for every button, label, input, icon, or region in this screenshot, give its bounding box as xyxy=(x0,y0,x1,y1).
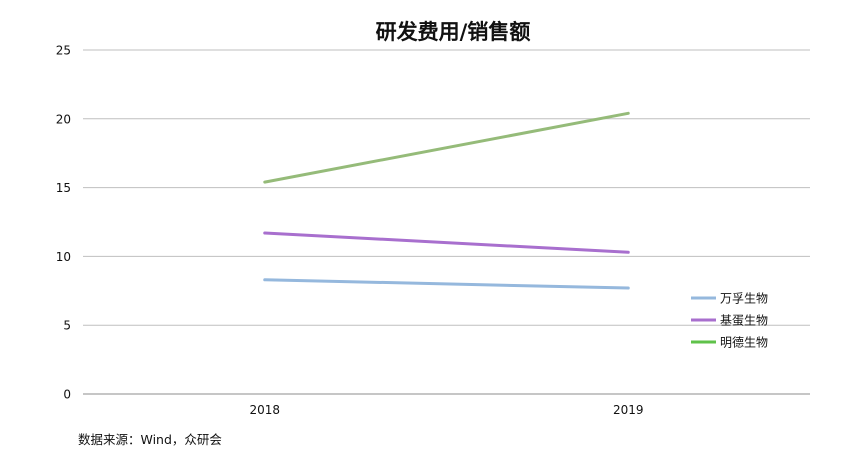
y-tick-label: 5 xyxy=(63,319,71,333)
x-tick-label: 2019 xyxy=(613,403,644,417)
x-tick-label: 2018 xyxy=(249,403,280,417)
legend-label: 基蛋生物 xyxy=(720,314,768,328)
gridlines xyxy=(83,49,810,326)
y-tick-label: 10 xyxy=(56,250,71,264)
y-tick-label: 0 xyxy=(63,388,71,402)
series-line xyxy=(263,278,630,290)
y-tick-label: 15 xyxy=(56,181,71,195)
axes: 0 5 10 15 20 25 2018 2019 xyxy=(56,44,810,417)
y-tick-label: 25 xyxy=(56,44,71,58)
source-note: 数据来源：Wind，众研会 xyxy=(78,432,222,447)
series-line xyxy=(263,231,630,254)
legend-label: 明德生物 xyxy=(720,335,768,350)
y-tick-label: 20 xyxy=(56,112,71,126)
chart-title: 研发费用/销售额 xyxy=(375,20,531,44)
legend-label: 万孚生物 xyxy=(720,292,768,306)
series-line xyxy=(263,111,630,184)
series-lines xyxy=(263,111,630,290)
